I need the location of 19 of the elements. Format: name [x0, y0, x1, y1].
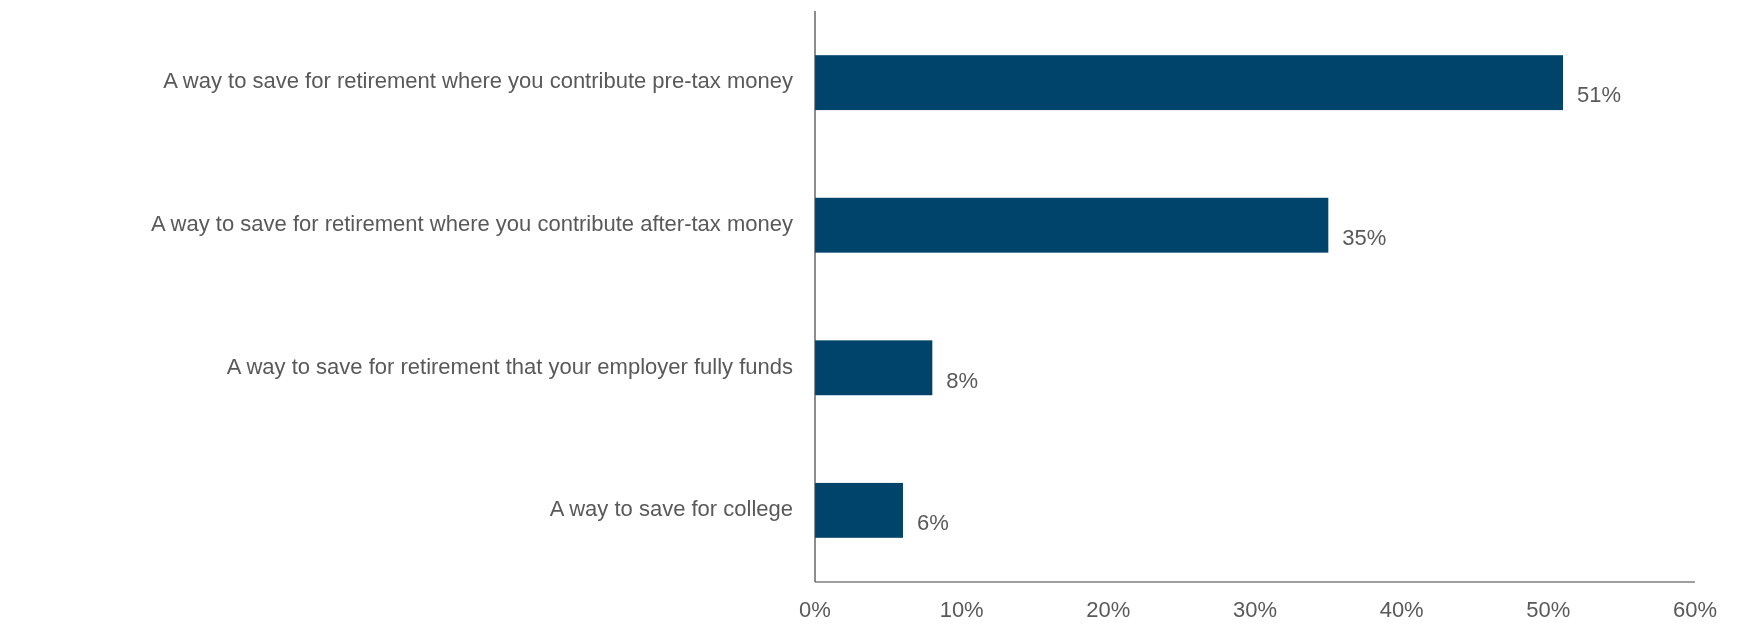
x-tick-label: 20% [1086, 597, 1131, 622]
x-tick-label: 10% [939, 597, 984, 622]
x-tick-label: 50% [1526, 597, 1571, 622]
data-label: 6% [917, 510, 949, 536]
bar [815, 482, 903, 538]
data-label: 35% [1342, 225, 1387, 251]
y-tick-label: A way to save for retirement where you contribute pre-tax money [163, 68, 793, 94]
bar [815, 197, 1329, 253]
data-label: 8% [946, 367, 979, 393]
y-tick-label: A way to save for retirement that your employer fully funds [226, 353, 793, 379]
x-tick-label: 40% [1379, 597, 1424, 622]
x-tick-label: 0% [799, 597, 831, 622]
y-tick-label: A way to save for college [549, 496, 793, 522]
x-tick-label: 60% [1672, 597, 1718, 622]
x-tick-label: 30% [1232, 597, 1278, 622]
bar [815, 55, 1563, 111]
y-tick-label: A way to save for retirement where you contribute after-tax money [151, 211, 793, 237]
data-label: 51% [1577, 82, 1622, 108]
bar [815, 340, 933, 396]
